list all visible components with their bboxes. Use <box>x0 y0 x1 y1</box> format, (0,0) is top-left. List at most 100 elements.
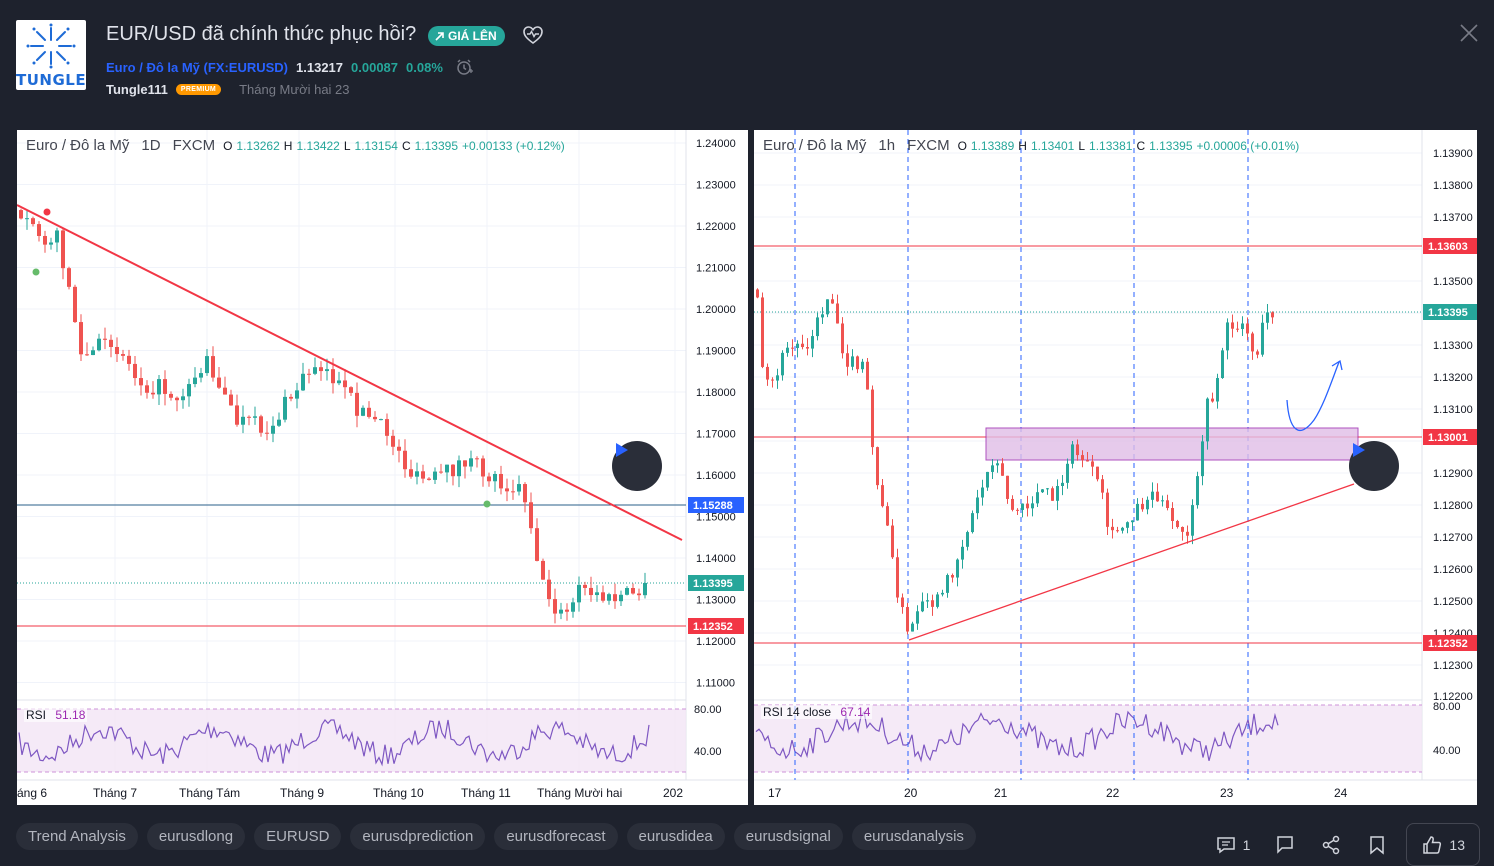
legend-change: +0.00133 (+0.12%) <box>462 139 565 153</box>
candle-body <box>1091 461 1094 467</box>
time-axis-label: 17 <box>768 786 782 800</box>
candle-body <box>259 416 263 433</box>
price-axis-label: 1.18000 <box>696 387 736 399</box>
alert-clock-icon[interactable] <box>455 58 473 76</box>
bullish-badge: GIÁ LÊN <box>428 26 505 46</box>
price-axis-label: 1.19000 <box>696 346 736 358</box>
candle-body <box>103 338 107 340</box>
rsi-value: 51.18 <box>55 708 86 722</box>
candle-body <box>1211 398 1214 402</box>
candle-body <box>1266 312 1269 323</box>
candle-body <box>1016 509 1019 511</box>
candle-body <box>313 367 317 374</box>
legend-interval: 1h <box>878 137 896 154</box>
tag-chip[interactable]: Trend Analysis <box>16 823 138 850</box>
pivot-high-marker <box>43 208 51 216</box>
heartbeat-icon[interactable] <box>522 24 544 46</box>
candle-body <box>151 392 155 395</box>
arrow-up-right-icon <box>435 31 444 41</box>
candle-body <box>1256 351 1259 355</box>
candle-body <box>976 497 979 514</box>
price-tag-label: 1.12352 <box>1428 638 1468 650</box>
like-button[interactable]: 13 <box>1406 823 1480 866</box>
likes-count: 13 <box>1449 836 1465 853</box>
candle-body <box>637 593 641 596</box>
comments-button[interactable]: 1 <box>1203 823 1263 866</box>
rsi-band <box>17 709 686 772</box>
play-button[interactable] <box>1349 441 1399 491</box>
tag-chip[interactable]: eurusdprediction <box>350 823 486 850</box>
tag-chip[interactable]: eurusdlong <box>146 823 246 850</box>
candle-body <box>896 557 899 598</box>
candle-body <box>133 363 137 379</box>
tag-chip[interactable]: eurusdsignal <box>733 823 843 850</box>
candle-body <box>553 599 557 614</box>
price-axis-label: 1.13800 <box>1433 180 1473 192</box>
candle-body <box>223 387 227 395</box>
tag-chip[interactable]: EURUSD <box>254 823 342 850</box>
candle-body <box>613 594 617 602</box>
daily-chart[interactable]: 80.00 40.00 1.24000 1.23000 1.22000 1.21000 1.… <box>17 130 748 805</box>
candle-body <box>319 367 323 372</box>
candle-body <box>951 575 954 578</box>
candle-body <box>1096 466 1099 480</box>
price-tag <box>1423 429 1477 445</box>
candle-body <box>841 323 844 354</box>
tag-chip[interactable]: eurusdidea <box>626 823 725 850</box>
price-axis-label: 1.23000 <box>696 180 736 192</box>
legend-low-label: L <box>1078 139 1086 153</box>
rsi-legend: RSI 14 close 67.14 <box>761 705 873 719</box>
candle-body <box>427 478 431 480</box>
candle-body <box>277 419 281 426</box>
candle-body <box>1261 322 1264 355</box>
tag-chip[interactable]: eurusdforecast <box>494 823 618 850</box>
candle-body <box>79 322 83 355</box>
candle-body <box>163 379 167 394</box>
close-icon[interactable] <box>1458 22 1480 44</box>
hourly-chart[interactable]: 80.00 40.00 1.13900 1.13800 1.13700 1.13500 1.… <box>754 130 1477 805</box>
price-axis-label: 1.14000 <box>696 553 736 565</box>
candle-body <box>643 582 647 596</box>
candle-body <box>301 373 305 391</box>
tag-chip[interactable]: eurusdanalysis <box>851 823 976 850</box>
candle-body <box>1036 492 1039 504</box>
candle-body <box>205 356 209 374</box>
legend-symbol: Euro / Đô la Mỹ <box>763 137 867 154</box>
candle-body <box>801 343 804 348</box>
candle-body <box>926 600 929 602</box>
share-button[interactable] <box>1308 823 1354 866</box>
legend-source: FXCM <box>907 137 950 154</box>
projection-arrowhead <box>1331 359 1343 371</box>
rsi-value: 67.14 <box>840 705 871 719</box>
candle-body <box>517 484 521 492</box>
candle-body <box>806 347 809 349</box>
candle-body <box>19 210 23 219</box>
legend-high-label: H <box>283 139 293 153</box>
price-axis-label: 1.13700 <box>1433 212 1473 224</box>
candle-body <box>229 394 233 406</box>
play-button[interactable] <box>612 441 662 491</box>
bookmark-button[interactable] <box>1354 823 1400 866</box>
price-axis-label: 1.20000 <box>696 304 736 316</box>
candle-body <box>1186 531 1189 536</box>
candle-body <box>97 338 101 351</box>
comment-button[interactable] <box>1262 823 1308 866</box>
uptrend-line <box>908 483 1355 641</box>
candle-body <box>469 458 473 467</box>
candle-body <box>846 353 849 367</box>
candle-body <box>349 387 353 393</box>
candle-body <box>631 588 635 594</box>
badge-label: GIÁ LÊN <box>448 29 497 43</box>
candle-body <box>1006 475 1009 499</box>
candle-body <box>625 588 629 595</box>
candle-body <box>61 230 65 269</box>
share-icon <box>1323 835 1340 854</box>
time-axis-label: 21 <box>994 786 1008 800</box>
author-name[interactable]: Tungle111 <box>106 82 168 97</box>
author-logo[interactable]: TUNGLE <box>16 20 86 90</box>
price-axis-label: 1.13900 <box>1433 148 1473 160</box>
candle-body <box>25 218 29 220</box>
price-axis-label: 1.12600 <box>1433 564 1473 576</box>
candle-body <box>766 366 769 380</box>
symbol-link[interactable]: Euro / Đô la Mỹ (FX:EURUSD) <box>106 59 289 75</box>
